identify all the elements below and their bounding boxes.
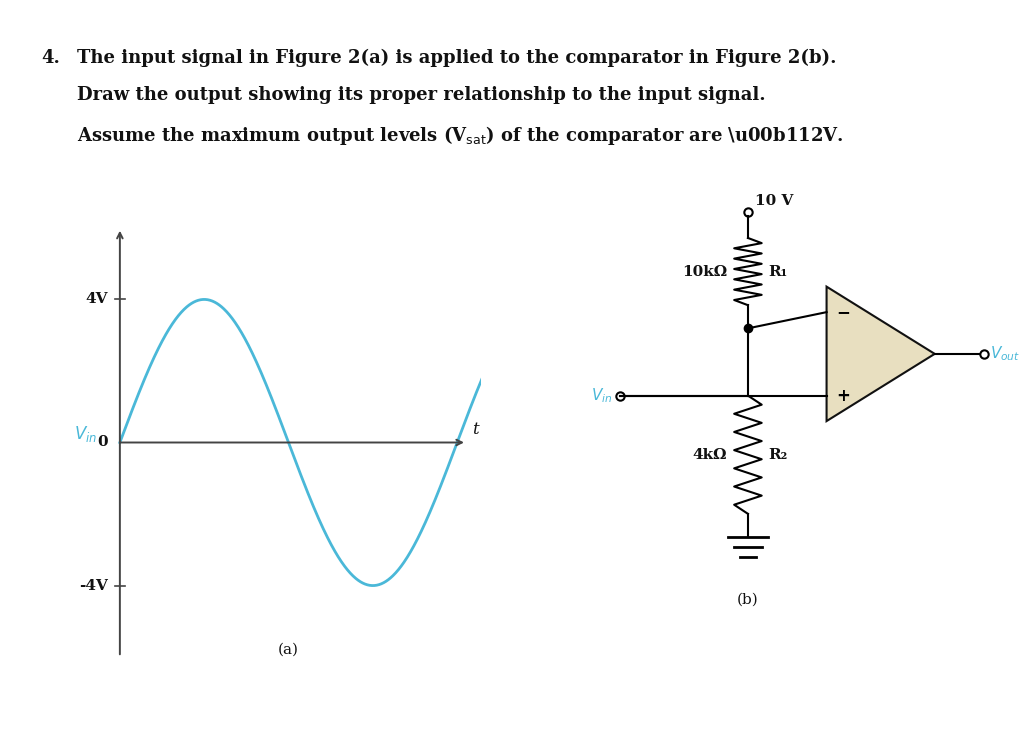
Text: R₂: R₂ — [769, 448, 787, 462]
Text: 10kΩ: 10kΩ — [682, 265, 727, 278]
Text: Draw the output showing its proper relationship to the input signal.: Draw the output showing its proper relat… — [77, 86, 765, 104]
Text: t: t — [472, 422, 478, 439]
Text: (a): (a) — [279, 643, 299, 657]
Text: $V_{out}$: $V_{out}$ — [990, 344, 1020, 363]
Text: $V_{in}$: $V_{in}$ — [591, 386, 612, 405]
Text: 4.: 4. — [41, 49, 59, 67]
Text: 4V: 4V — [85, 292, 108, 307]
Text: Assume the maximum output levels (V$_{\mathrm{sat}}$) of the comparator are \u00: Assume the maximum output levels (V$_{\m… — [77, 124, 844, 147]
Text: 4kΩ: 4kΩ — [693, 448, 727, 462]
Polygon shape — [826, 286, 935, 421]
Text: $V_{in}$: $V_{in}$ — [74, 424, 97, 443]
Text: The input signal in Figure 2(a) is applied to the comparator in Figure 2(b).: The input signal in Figure 2(a) is appli… — [77, 49, 837, 67]
Text: R₁: R₁ — [769, 265, 787, 278]
Text: (b): (b) — [737, 592, 759, 607]
Text: 10 V: 10 V — [756, 194, 794, 208]
Text: +: + — [837, 386, 850, 404]
Text: −: − — [837, 303, 850, 321]
Text: -4V: -4V — [79, 578, 108, 592]
Text: 0: 0 — [97, 436, 108, 449]
